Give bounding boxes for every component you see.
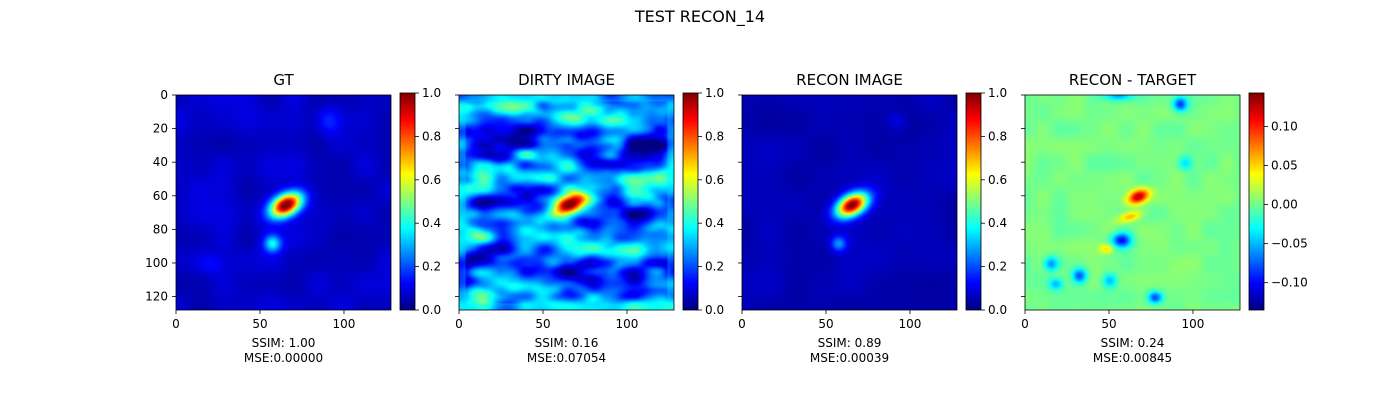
- x-tick-label: 0: [172, 317, 180, 331]
- colorbar-tick-label: 1.0: [705, 86, 724, 100]
- y-tick-label: 60: [153, 189, 168, 203]
- panel-0: GT 0 50 100 0 20 40 60 80 100 120 SSIM: 1.00MSE:0.0…: [145, 71, 441, 365]
- colorbar-tick-label: 0.4: [705, 216, 724, 230]
- y-tick-label: 120: [145, 290, 168, 304]
- colorbar-frame: [1248, 92, 1265, 311]
- x-tick-label: 100: [616, 317, 639, 331]
- colorbar-tick-label: 0.8: [705, 129, 724, 143]
- colorbar-tick-label: 0.4: [422, 216, 441, 230]
- colorbar-gradient: [400, 93, 415, 310]
- mse-label: MSE:0.00845: [1093, 351, 1172, 365]
- x-tick-label: 50: [252, 317, 267, 331]
- panel-title: DIRTY IMAGE: [518, 71, 615, 89]
- colorbar-tick-label: 0.6: [705, 173, 724, 187]
- x-tick-label: 0: [738, 317, 746, 331]
- colorbar-frame: [682, 92, 699, 311]
- axes-frame: [1024, 94, 1241, 311]
- x-tick-label: 0: [455, 317, 463, 331]
- axes-frame: [741, 94, 958, 311]
- colorbar-tick-label: 0.00: [1271, 198, 1298, 212]
- y-tick-label: 0: [160, 88, 168, 102]
- colorbar-tick-label: −0.05: [1271, 237, 1308, 251]
- colorbar-tick-label: 0.6: [422, 173, 441, 187]
- colorbar-tick-label: 0.0: [705, 303, 724, 317]
- colorbar-gradient: [966, 93, 981, 310]
- x-tick-label: 100: [333, 317, 356, 331]
- figure-title: TEST RECON_14: [634, 7, 765, 27]
- ssim-label: SSIM: 0.24: [1101, 336, 1165, 350]
- mse-label: MSE:0.07054: [527, 351, 606, 365]
- y-tick-label: 40: [153, 155, 168, 169]
- colorbar-tick-label: 0.05: [1271, 159, 1298, 173]
- ssim-label: SSIM: 1.00: [252, 336, 316, 350]
- y-tick-label: 100: [145, 256, 168, 270]
- mse-label: MSE:0.00000: [244, 351, 323, 365]
- panel-3: RECON - TARGET 0 50 100 SSIM: 0.24MSE:0.0084…: [1021, 71, 1308, 365]
- x-tick-label: 50: [1101, 317, 1116, 331]
- colorbar-tick-label: 1.0: [988, 86, 1007, 100]
- colorbar-tick-label: 0.10: [1271, 120, 1298, 134]
- heatmap-image: [176, 95, 391, 310]
- colorbar-tick-label: 0.0: [422, 303, 441, 317]
- axes-frame: [458, 94, 675, 311]
- colorbar-gradient: [1249, 93, 1264, 310]
- colorbar-tick-label: 0.2: [422, 260, 441, 274]
- colorbar-tick-label: 0.8: [422, 129, 441, 143]
- heatmap-image: [459, 95, 674, 310]
- x-tick-label: 50: [818, 317, 833, 331]
- colorbar-frame: [399, 92, 416, 311]
- ssim-label: SSIM: 0.16: [535, 336, 599, 350]
- colorbar-tick-label: 0.8: [988, 129, 1007, 143]
- x-tick-label: 0: [1021, 317, 1029, 331]
- colorbar-frame: [965, 92, 982, 311]
- panel-title: RECON IMAGE: [796, 71, 903, 89]
- colorbar-tick-label: 0.2: [705, 260, 724, 274]
- colorbar-tick-label: 0.0: [988, 303, 1007, 317]
- heatmap-image: [1025, 95, 1240, 310]
- colorbar-tick-label: 1.0: [422, 86, 441, 100]
- x-tick-label: 100: [1182, 317, 1205, 331]
- panel-title: RECON - TARGET: [1069, 71, 1197, 89]
- colorbar-tick-label: −0.10: [1271, 276, 1308, 290]
- heatmap-image: [742, 95, 957, 310]
- x-tick-label: 100: [899, 317, 922, 331]
- colorbar-tick-label: 0.6: [988, 173, 1007, 187]
- panel-title: GT: [273, 71, 294, 89]
- y-tick-label: 80: [153, 222, 168, 236]
- colorbar-gradient: [683, 93, 698, 310]
- x-tick-label: 50: [535, 317, 550, 331]
- axes-frame: [175, 94, 392, 311]
- mse-label: MSE:0.00039: [810, 351, 889, 365]
- colorbar-tick-label: 0.2: [988, 260, 1007, 274]
- colorbar-tick-label: 0.4: [988, 216, 1007, 230]
- y-tick-label: 20: [153, 122, 168, 136]
- ssim-label: SSIM: 0.89: [818, 336, 882, 350]
